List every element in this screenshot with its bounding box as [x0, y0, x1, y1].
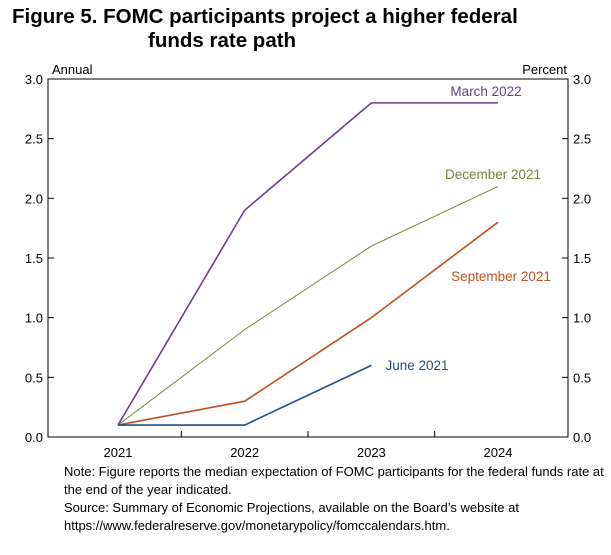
source-text: Source: Summary of Economic Projections,… — [64, 500, 519, 533]
note-text: Note: Figure reports the median expectat… — [64, 464, 604, 497]
y-tick-label-right: 2.0 — [573, 191, 591, 206]
series-line-march-2022 — [117, 102, 498, 426]
y-tick-label-right: 1.0 — [573, 311, 591, 326]
series-labels: March 2022 December 2021 September 2021 Jun… — [385, 84, 550, 373]
x-tick-label: 2023 — [357, 445, 386, 460]
x-tick-label: 2024 — [484, 445, 513, 460]
y-tick-label-left: 0.5 — [25, 370, 43, 385]
series-lines — [117, 102, 499, 426]
series-line-june-2021 — [118, 364, 372, 426]
y-tick-label-right: 0.0 — [573, 430, 591, 445]
series-label-december-2021: December 2021 — [445, 167, 541, 182]
y-tick-label-left: 2.5 — [25, 132, 43, 147]
y-tick-label-right: 3.0 — [573, 72, 591, 87]
plot-frame — [47, 78, 569, 438]
series-line-december-2021 — [117, 185, 499, 426]
y-tick-label-left: 0.0 — [25, 430, 43, 445]
title-line-2: funds rate path — [148, 29, 297, 52]
y-tick-label-right: 0.5 — [573, 370, 591, 385]
y-tick-label-left: 1.0 — [25, 311, 43, 326]
title-line-1: Figure 5. FOMC participants project a hi… — [12, 5, 518, 28]
y-tick-label-right: 2.5 — [573, 132, 591, 147]
x-tick-label: 2022 — [230, 445, 259, 460]
plot-border — [47, 78, 569, 438]
series-label-june-2021: June 2021 — [385, 358, 448, 373]
series-label-september-2021: September 2021 — [451, 269, 551, 284]
y-tick-label-left: 2.0 — [25, 191, 43, 206]
series-line-september-2021 — [117, 221, 499, 426]
y-tick-label-right: 1.5 — [573, 251, 591, 266]
y-tick-label-left: 3.0 — [25, 72, 43, 87]
chart-notes: Note: Figure reports the median expectat… — [52, 463, 607, 535]
left-axis-unit-label: Annual — [52, 62, 93, 77]
x-tick-label: 2021 — [104, 445, 133, 460]
right-axis-unit-label: Percent — [522, 62, 567, 77]
series-label-march-2022: March 2022 — [450, 84, 521, 99]
axis-ticks: 0.0 0.0 0.5 0.5 1.0 1.0 1.5 1.5 2.0 2.0 2.5 2.5 3.0 3… — [25, 72, 591, 460]
chart-title: Figure 5. FOMC participants project a hi… — [12, 5, 604, 53]
y-tick-label-left: 1.5 — [25, 251, 43, 266]
